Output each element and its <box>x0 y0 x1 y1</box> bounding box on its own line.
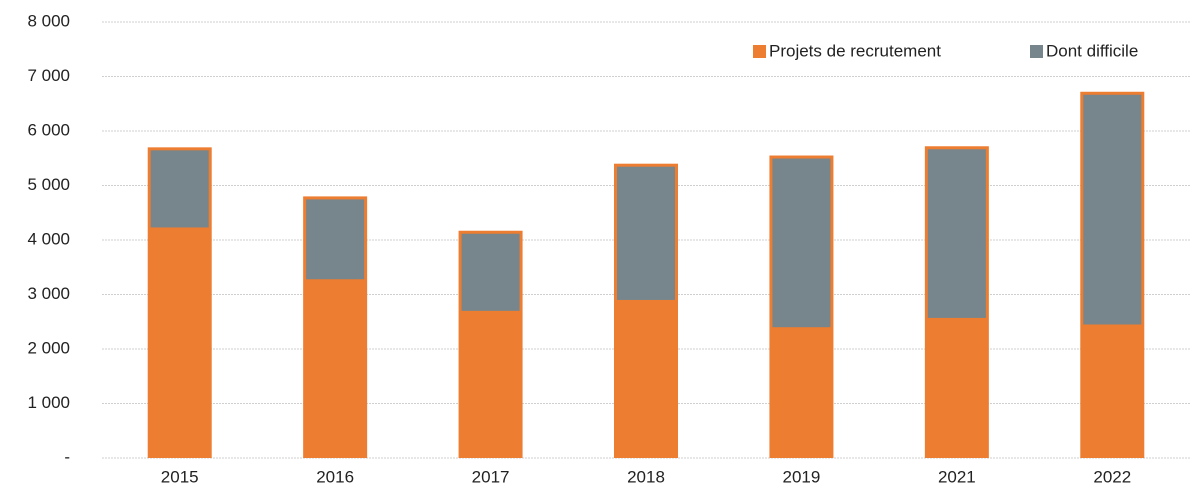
bar-segment <box>927 149 986 318</box>
x-tick-label: 2016 <box>316 467 354 486</box>
x-tick-label: 2022 <box>1093 467 1131 486</box>
x-tick-label: 2017 <box>472 467 510 486</box>
bar-segment <box>772 158 831 328</box>
legend-swatch <box>1030 45 1043 58</box>
y-tick-label: 3 000 <box>27 284 70 303</box>
bar-segment <box>306 199 365 280</box>
bar-segment <box>150 150 209 228</box>
x-tick-label: 2019 <box>783 467 821 486</box>
legend-swatch <box>753 45 766 58</box>
x-tick-label: 2015 <box>161 467 199 486</box>
x-tick-label: 2018 <box>627 467 665 486</box>
y-tick-label: 6 000 <box>27 120 70 139</box>
bar-segment <box>1083 94 1142 325</box>
x-tick-label: 2021 <box>938 467 976 486</box>
bar-segment <box>461 233 520 311</box>
legend-label: Dont difficile <box>1046 41 1138 60</box>
y-tick-label: 8 000 <box>27 11 70 30</box>
bar-segment <box>617 166 675 300</box>
y-tick-label: - <box>64 447 70 466</box>
legend-label: Projets de recrutement <box>769 41 941 60</box>
y-tick-label: 1 000 <box>27 393 70 412</box>
y-tick-label: 2 000 <box>27 338 70 357</box>
y-tick-label: 5 000 <box>27 175 70 194</box>
y-tick-label: 4 000 <box>27 229 70 248</box>
y-tick-label: 7 000 <box>27 66 70 85</box>
